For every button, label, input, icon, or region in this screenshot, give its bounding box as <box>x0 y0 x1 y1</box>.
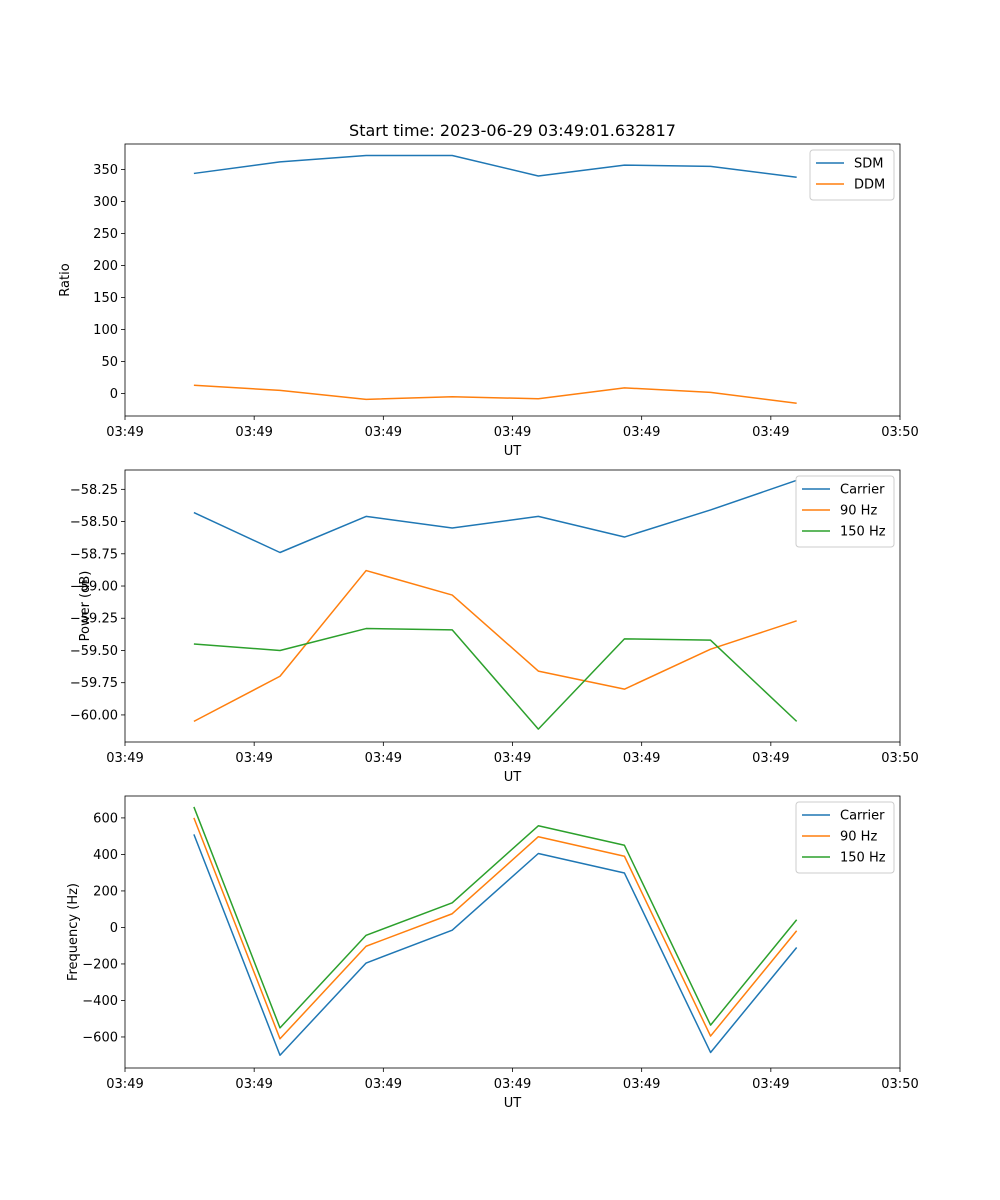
legend-box <box>795 475 895 548</box>
x-axis-label: UT <box>504 444 522 459</box>
legend-label: 90 Hz <box>840 504 877 519</box>
x-tick-label: 03:49 <box>106 1077 143 1092</box>
y-tick-label: 0 <box>110 921 118 936</box>
y-tick-label: 250 <box>93 227 118 242</box>
x-tick-label: 03:49 <box>365 751 402 766</box>
x-axis-label: UT <box>504 770 522 785</box>
legend-box <box>795 801 895 874</box>
series-line-ddm <box>193 384 797 404</box>
x-tick-label: 03:50 <box>881 751 918 766</box>
x-tick-label: 03:49 <box>106 751 143 766</box>
y-axis-label: Ratio <box>58 263 73 296</box>
y-tick-label: 350 <box>93 163 118 178</box>
y-tick-label: 200 <box>93 259 118 274</box>
legend-label: Carrier <box>840 483 885 498</box>
axes-frame <box>124 143 901 417</box>
subplot-3: 03:49 03:49 03:49 03:49 03:49 03:49 03:50 600 40… <box>66 795 919 1111</box>
y-tick-label: 0 <box>110 387 118 402</box>
axes-frame <box>124 795 901 1069</box>
x-tick-label: 03:49 <box>365 1077 402 1092</box>
legend-label: DDM <box>854 178 885 193</box>
y-axis-label: Frequency (Hz) <box>66 883 81 981</box>
y-tick-label: −59.50 <box>70 644 118 659</box>
y-tick-label: 400 <box>93 848 118 863</box>
y-tick-label: −59.00 <box>70 580 118 595</box>
y-tick-label: 50 <box>101 355 118 370</box>
x-tick-label: 03:49 <box>623 751 660 766</box>
series-line-90-hz <box>193 569 797 723</box>
legend: SDM DDM <box>809 149 895 201</box>
axes-frame <box>124 469 901 743</box>
series-line-carrier <box>193 479 797 554</box>
series-line-150-hz <box>193 627 798 730</box>
x-tick-label: 03:49 <box>752 1077 789 1092</box>
subplot-2: 03:49 03:49 03:49 03:49 03:49 03:49 03:50 −58.2… <box>70 469 919 785</box>
x-tick-label: 03:49 <box>235 425 272 440</box>
x-axis-label: UT <box>504 1096 522 1111</box>
legend-label: 150 Hz <box>840 851 886 866</box>
y-tick-label: 600 <box>93 811 118 826</box>
y-tick-label: −58.75 <box>70 547 118 562</box>
y-tick-label: −60.00 <box>70 708 118 723</box>
x-tick-label: 03:49 <box>494 425 531 440</box>
y-tick-label: −58.50 <box>70 515 118 530</box>
series-line-carrier <box>193 834 798 1056</box>
subplot-1: 03:49 03:49 03:49 03:49 03:49 03:49 03:50 0 50 10… <box>58 143 919 459</box>
y-tick-label: −600 <box>82 1030 118 1045</box>
x-tick-label: 03:49 <box>623 425 660 440</box>
axes-group: 03:49 03:49 03:49 03:49 03:49 03:49 03:50 0 50 10… <box>58 143 919 1111</box>
x-tick-label: 03:49 <box>106 425 143 440</box>
figure-title: Start time: 2023-06-29 03:49:01.632817 <box>349 121 676 140</box>
legend: Carrier 90 Hz 150 Hz <box>795 801 895 874</box>
y-tick-label: −400 <box>82 994 118 1009</box>
x-tick-label: 03:49 <box>494 751 531 766</box>
series-line-150-hz <box>193 806 798 1029</box>
x-tick-label: 03:49 <box>365 425 402 440</box>
x-tick-label: 03:49 <box>235 1077 272 1092</box>
x-tick-label: 03:50 <box>881 425 918 440</box>
y-tick-label: 100 <box>93 323 118 338</box>
legend-label: 90 Hz <box>840 830 877 845</box>
y-tick-label: −200 <box>82 957 118 972</box>
y-axis-label: Power (dB) <box>78 571 93 642</box>
y-tick-label: −59.75 <box>70 676 118 691</box>
y-tick-label: −58.25 <box>70 483 118 498</box>
legend-label: SDM <box>854 157 883 172</box>
x-tick-label: 03:49 <box>235 751 272 766</box>
series-line-90-hz <box>193 817 798 1040</box>
y-tick-label: −59.25 <box>70 612 118 627</box>
legend-label: 150 Hz <box>840 525 886 540</box>
y-tick-label: 200 <box>93 884 118 899</box>
legend: Carrier 90 Hz 150 Hz <box>795 475 895 548</box>
y-tick-label: 300 <box>93 195 118 210</box>
series-line-sdm <box>193 154 797 179</box>
x-tick-label: 03:49 <box>752 751 789 766</box>
y-tick-label: 150 <box>93 291 118 306</box>
x-tick-label: 03:50 <box>881 1077 918 1092</box>
x-tick-label: 03:49 <box>752 425 789 440</box>
legend-label: Carrier <box>840 809 885 824</box>
x-tick-label: 03:49 <box>494 1077 531 1092</box>
x-tick-label: 03:49 <box>623 1077 660 1092</box>
